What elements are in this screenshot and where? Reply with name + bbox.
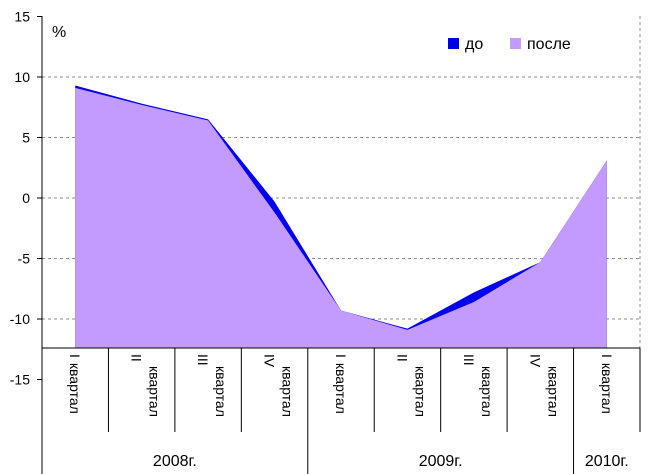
y-tick-label: 10 (14, 69, 30, 85)
x-axis-years: 2008г. 2009г. 2010г. (153, 432, 629, 474)
legend-label-0: до (465, 36, 483, 53)
category-word: квартал (412, 366, 428, 417)
category-numeral: I (599, 354, 615, 358)
y-tick-label: 0 (22, 190, 30, 206)
category-numeral: IV (527, 354, 543, 368)
data-point-s0-5 (407, 328, 408, 329)
data-point-s1-3 (274, 212, 275, 213)
data-point-s0-0 (75, 85, 76, 86)
data-point-s0-2 (208, 119, 209, 120)
category-text: Iквартал (599, 354, 615, 414)
legend-swatch-1 (510, 38, 521, 49)
category-numeral: I (333, 354, 349, 358)
series-area-1 (75, 87, 607, 348)
x-axis-categories: IкварталIIкварталIIIкварталIVкварталIква… (41, 348, 641, 432)
y-tick-label: -5 (18, 251, 31, 267)
category-text: Iквартал (333, 354, 349, 414)
category-numeral: III (461, 354, 477, 366)
year-label: 2010г. (585, 453, 629, 470)
category-numeral: II (394, 354, 410, 362)
data-point-s1-8 (606, 160, 607, 161)
data-point-s1-1 (141, 104, 142, 105)
category-word: квартал (479, 366, 495, 417)
data-point-s1-4 (341, 310, 342, 311)
data-point-s0-6 (473, 292, 474, 293)
category-label: Iквартал (333, 354, 349, 414)
plot-areas (75, 85, 607, 348)
y-tick-label: -15 (10, 372, 30, 388)
category-label: Iквартал (599, 354, 615, 414)
data-point-s1-5 (407, 329, 408, 330)
year-label: 2009г. (419, 453, 463, 470)
legend-swatch-0 (448, 38, 459, 49)
unit-label: % (52, 24, 66, 41)
y-tick-label: -10 (10, 311, 30, 327)
category-word: квартал (67, 363, 83, 414)
data-point-s1-6 (473, 302, 474, 303)
category-word: квартал (333, 363, 349, 414)
category-word: квартал (599, 363, 615, 414)
category-numeral: III (195, 354, 211, 366)
legend-label-1: после (527, 36, 571, 53)
category-label: Iквартал (67, 354, 83, 414)
category-word: квартал (545, 366, 561, 417)
data-point-s1-0 (75, 87, 76, 88)
data-point-s0-1 (141, 103, 142, 104)
data-point-s1-7 (540, 262, 541, 263)
category-numeral: I (67, 354, 83, 358)
category-numeral: II (129, 354, 145, 362)
year-label: 2008г. (153, 453, 197, 470)
legend: до после (448, 36, 571, 53)
data-point-s0-3 (274, 201, 275, 202)
category-text: Iквартал (67, 354, 83, 414)
y-tick-label: 15 (14, 9, 30, 25)
category-numeral: IV (262, 354, 278, 368)
category-word: квартал (147, 366, 163, 417)
data-point-s1-2 (208, 120, 209, 121)
category-word: квартал (280, 366, 296, 417)
y-tick-label: 5 (22, 130, 30, 146)
y-axis-ticks: 15 10 5 0 -5 -10 -15 (10, 9, 30, 388)
category-word: квартал (213, 366, 229, 417)
